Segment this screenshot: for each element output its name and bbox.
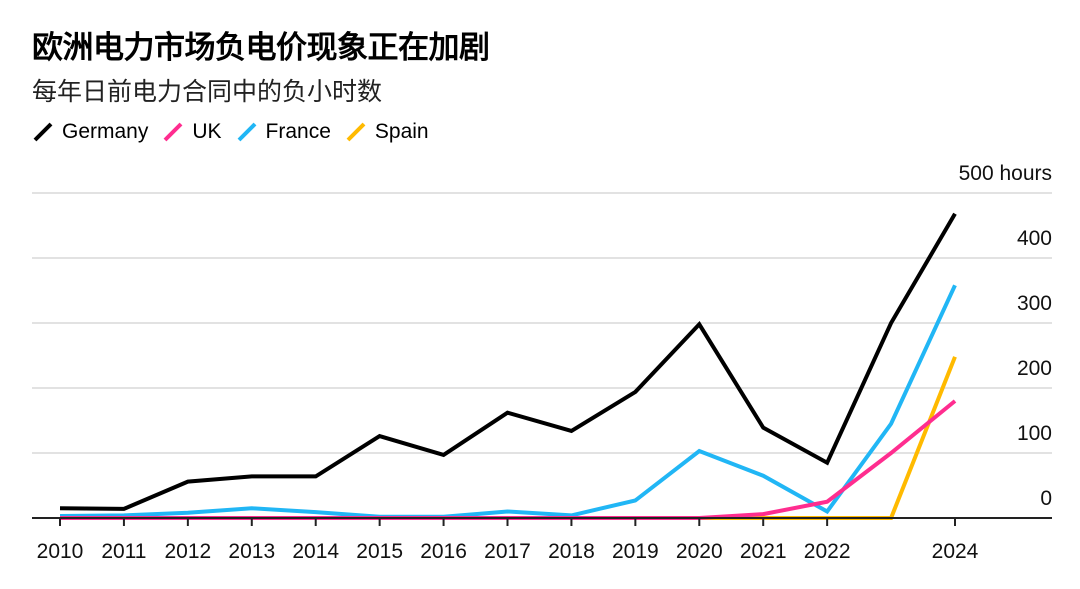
series-line-germany xyxy=(59,212,957,511)
legend: Germany UK France Spain xyxy=(32,116,443,148)
x-tick-label-2010: 2010 xyxy=(37,540,84,563)
y-tick-label-300: 300 xyxy=(1017,292,1052,315)
x-tick-label-2019: 2019 xyxy=(612,540,659,563)
series-line-france xyxy=(59,284,957,519)
legend-label-germany: Germany xyxy=(62,120,149,143)
x-tick-label-2014: 2014 xyxy=(292,540,339,563)
y-tick-label-200: 200 xyxy=(1017,357,1052,380)
x-tick-label-2013: 2013 xyxy=(228,540,275,563)
y-tick-label-500: 500 hours xyxy=(959,162,1052,185)
x-tick-label-2018: 2018 xyxy=(548,540,595,563)
x-tick-label-2022: 2022 xyxy=(804,540,851,563)
legend-swatch-spain xyxy=(346,122,366,142)
legend-item-uk: UK xyxy=(162,120,222,144)
chart-title: 欧洲电力市场负电价现象正在加剧 xyxy=(32,30,490,66)
x-tick-label-2016: 2016 xyxy=(420,540,467,563)
legend-swatch-uk xyxy=(163,122,183,142)
legend-label-uk: UK xyxy=(192,120,222,143)
legend-label-spain: Spain xyxy=(374,120,429,143)
series-line-spain xyxy=(60,356,957,520)
legend-item-germany: Germany xyxy=(32,120,148,144)
legend-swatch-france xyxy=(237,122,256,142)
chart-subtitle: 每年日前电力合同中的负小时数 xyxy=(32,77,383,106)
x-tick-label-2021: 2021 xyxy=(740,540,787,563)
x-tick-label-2011: 2011 xyxy=(101,540,146,563)
legend-item-spain: Spain xyxy=(345,120,429,144)
x-tick-label-2012: 2012 xyxy=(164,540,211,563)
x-tick-label-2017: 2017 xyxy=(484,540,531,563)
legend-label-france: France xyxy=(265,120,331,143)
x-tick-label-2024: 2024 xyxy=(932,540,979,563)
legend-swatch-germany xyxy=(33,122,53,142)
x-tick-label-2015: 2015 xyxy=(356,540,403,563)
x-tick-label-2020: 2020 xyxy=(676,540,723,563)
y-tick-label-100: 100 xyxy=(1017,422,1052,445)
y-tick-label-0: 0 xyxy=(1040,487,1052,510)
y-tick-label-400: 400 xyxy=(1017,227,1052,250)
legend-item-france: France xyxy=(236,120,331,144)
